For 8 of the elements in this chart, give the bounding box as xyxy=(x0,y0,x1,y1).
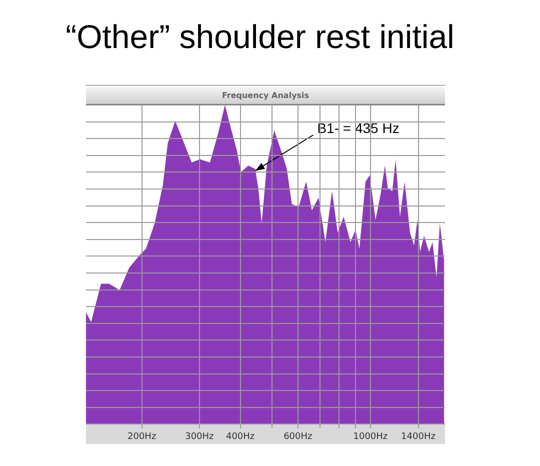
x-tick-label: 600Hz xyxy=(284,432,313,442)
chart-subtitle: Frequency Analysis xyxy=(86,87,445,105)
x-tick-label: 300Hz xyxy=(185,432,214,442)
chart-title: “Other” shoulder rest initial xyxy=(64,18,456,56)
x-tick-label: 200Hz xyxy=(127,432,156,442)
x-tick-label: 400Hz xyxy=(226,432,255,442)
x-tick-label: 1400Hz xyxy=(401,432,436,442)
x-tick-label: 1000Hz xyxy=(353,432,388,442)
